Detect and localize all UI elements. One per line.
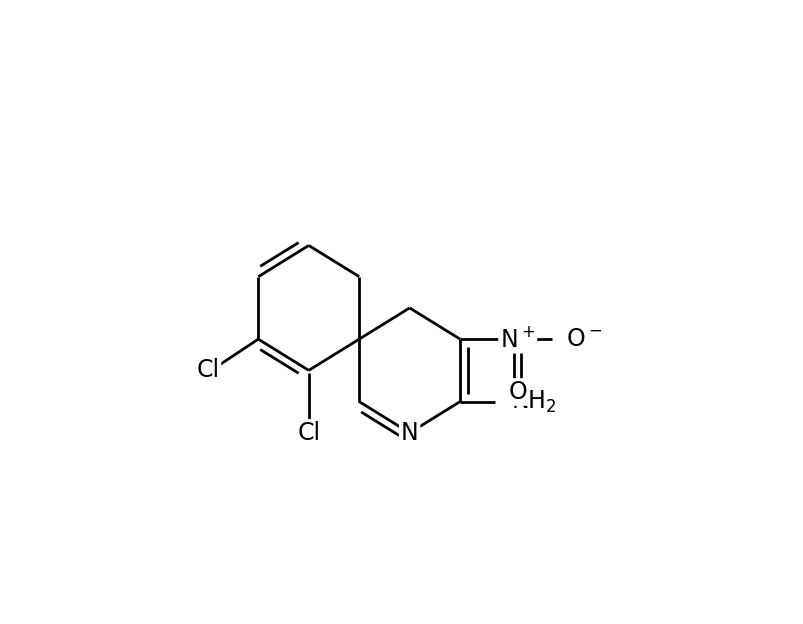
Text: O$^-$: O$^-$	[565, 327, 601, 351]
Text: Cl: Cl	[297, 421, 320, 445]
Text: O: O	[507, 380, 527, 404]
Text: NH$_2$: NH$_2$	[510, 389, 556, 415]
Text: N: N	[400, 421, 418, 445]
Text: Cl: Cl	[196, 358, 219, 383]
Text: N$^+$: N$^+$	[499, 326, 535, 352]
